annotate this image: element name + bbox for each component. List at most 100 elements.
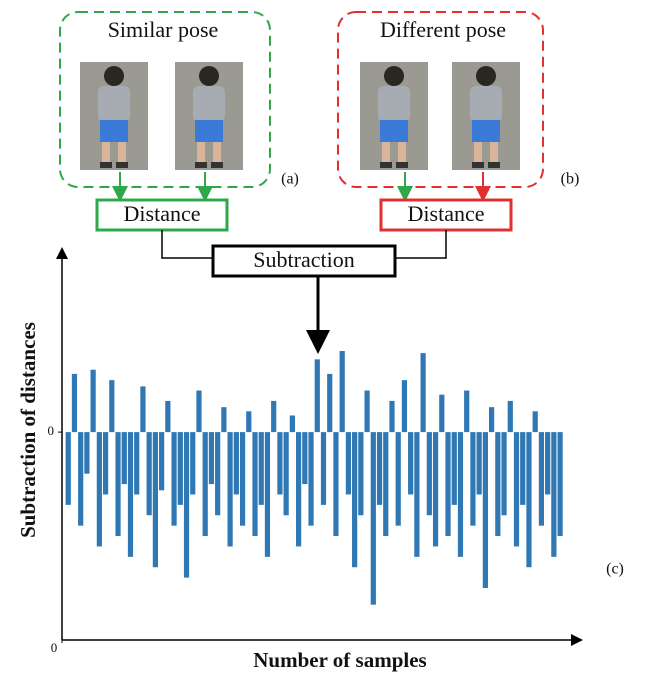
similar-title: Similar pose	[108, 17, 219, 42]
bar	[383, 432, 389, 537]
bar	[457, 432, 464, 557]
bar	[445, 432, 451, 537]
bar	[208, 432, 215, 485]
bar	[333, 432, 339, 537]
bar	[507, 400, 513, 433]
bar	[252, 432, 258, 537]
bar	[426, 432, 432, 516]
bar	[65, 432, 71, 505]
connector	[161, 230, 213, 259]
bar	[358, 432, 364, 516]
bar	[71, 373, 78, 433]
person-image	[452, 62, 520, 170]
bar	[277, 432, 283, 495]
y-axis-title: Subtraction of distances	[16, 322, 40, 538]
connector	[395, 230, 447, 259]
label-b: (b)	[561, 171, 580, 188]
bar	[165, 400, 171, 433]
bar	[96, 432, 102, 547]
different-group	[337, 11, 544, 188]
bar	[239, 432, 246, 526]
bar	[84, 432, 90, 474]
bar	[289, 415, 295, 433]
top-diagram: Similar pose Different pose (a) (b) Dist…	[59, 11, 624, 578]
y-tick-label: 0	[48, 423, 55, 438]
bar	[295, 432, 302, 547]
bar	[190, 432, 196, 495]
x-tick-label: 0	[51, 640, 58, 655]
distance-box	[95, 198, 229, 232]
bar	[320, 432, 327, 505]
bar	[476, 432, 482, 495]
bar	[121, 432, 127, 485]
bar	[376, 432, 383, 505]
bar	[395, 432, 401, 526]
bar	[177, 432, 183, 505]
person-image	[80, 62, 148, 170]
bar	[215, 432, 221, 516]
bar	[283, 432, 289, 516]
distance-label: Distance	[124, 201, 201, 226]
bar	[227, 432, 233, 547]
bar	[401, 380, 408, 433]
bar	[389, 400, 395, 433]
label-a: (a)	[281, 171, 299, 188]
bar	[221, 407, 227, 433]
bar	[501, 432, 507, 516]
label-c: (c)	[606, 561, 624, 578]
bar	[127, 432, 134, 557]
bar	[134, 432, 140, 495]
bar	[557, 432, 563, 537]
distance-label: Distance	[408, 201, 485, 226]
bar	[495, 432, 501, 537]
bar	[314, 359, 320, 433]
bar	[302, 432, 308, 485]
bar	[78, 432, 84, 526]
bar	[196, 390, 202, 433]
bar	[370, 432, 376, 605]
bar	[152, 432, 158, 568]
bar	[233, 432, 239, 495]
person-image	[175, 62, 243, 170]
bar	[308, 432, 314, 526]
bar	[420, 353, 426, 433]
bar	[526, 432, 532, 568]
subtraction-box	[211, 244, 397, 278]
bar	[352, 432, 358, 568]
bar	[538, 432, 545, 526]
bar	[258, 432, 264, 505]
bar	[271, 400, 277, 433]
bar	[408, 432, 414, 495]
x-axis-title: Number of samples	[253, 648, 426, 672]
bar	[339, 351, 345, 433]
person-image	[360, 62, 428, 170]
bar	[464, 390, 470, 433]
bar	[470, 432, 476, 526]
bar	[159, 432, 165, 491]
bar	[140, 386, 146, 433]
bar	[551, 432, 557, 557]
bar	[364, 390, 370, 433]
bar	[482, 432, 488, 589]
bar	[532, 411, 538, 433]
chart: Subtraction of distances Number of sampl…	[16, 247, 583, 672]
bar	[109, 380, 115, 433]
bar	[520, 432, 526, 505]
bar	[439, 394, 445, 433]
bar	[102, 432, 109, 495]
bar	[414, 432, 420, 557]
different-title: Different pose	[380, 17, 506, 42]
bar	[171, 432, 177, 526]
bar	[327, 373, 333, 433]
bar	[90, 369, 96, 433]
bar	[345, 432, 352, 495]
bar	[246, 411, 252, 433]
bar	[513, 432, 520, 547]
bar	[451, 432, 457, 505]
similar-group	[59, 11, 271, 188]
bar	[432, 432, 439, 547]
bar	[115, 432, 121, 537]
bar	[264, 432, 271, 557]
bar	[183, 432, 190, 578]
